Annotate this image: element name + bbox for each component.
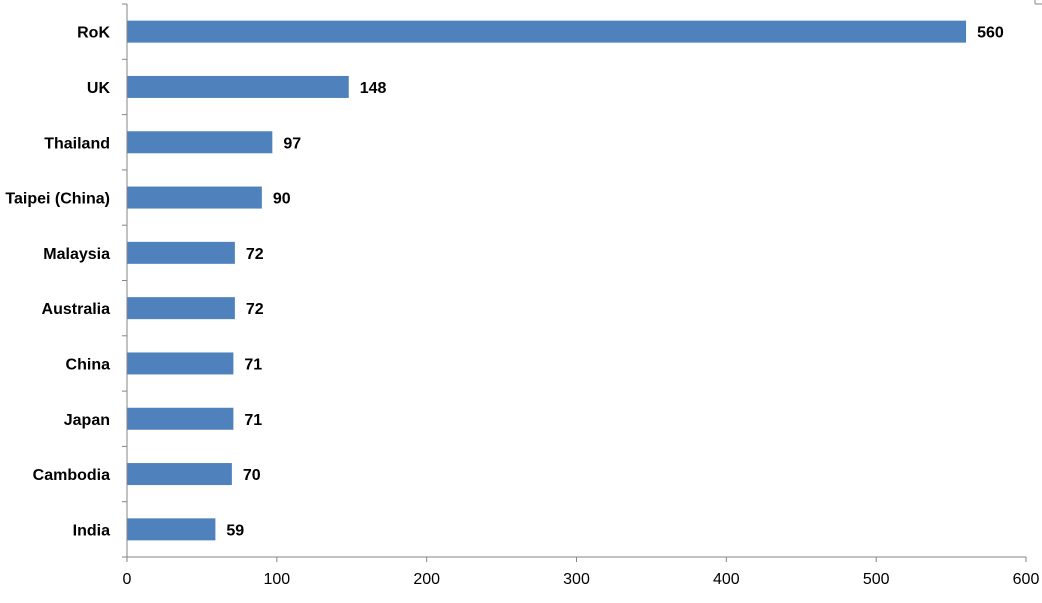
bar <box>127 297 235 320</box>
value-labels: 560 148 97 90 72 72 71 71 70 59 <box>226 25 1003 540</box>
category-label: Japan <box>64 412 110 429</box>
category-label: Taipei (China) <box>5 191 110 208</box>
x-tick-label: 600 <box>1013 571 1040 588</box>
bar <box>127 75 349 98</box>
category-labels: RoK UK Thailand Taipei (China) Malaysia Austr… <box>5 25 110 540</box>
x-tick-label: 200 <box>413 571 440 588</box>
category-label: Malaysia <box>43 246 110 263</box>
bar <box>127 463 232 486</box>
x-tick-labels: 0 100 200 300 400 500 600 <box>123 571 1040 588</box>
chart-border-corner <box>1034 0 1042 5</box>
data-label: 72 <box>246 301 264 318</box>
x-axis <box>126 556 1027 562</box>
data-label: 560 <box>977 25 1004 42</box>
bars-group <box>127 20 967 541</box>
data-label: 71 <box>244 356 262 373</box>
x-tick-label: 300 <box>563 571 590 588</box>
data-label: 72 <box>246 246 264 263</box>
data-label: 59 <box>226 522 244 539</box>
bar <box>127 20 967 43</box>
data-label: 90 <box>273 191 291 208</box>
x-tick-label: 0 <box>123 571 132 588</box>
data-label: 97 <box>283 135 301 152</box>
data-label: 148 <box>360 80 387 97</box>
category-label: UK <box>87 80 111 97</box>
data-label: 71 <box>244 412 262 429</box>
category-label: Cambodia <box>33 467 110 484</box>
bar <box>127 186 262 209</box>
bar <box>127 131 273 154</box>
x-tick-label: 100 <box>263 571 290 588</box>
data-label: 70 <box>243 467 261 484</box>
plot-area <box>1034 0 1042 5</box>
x-tick-label: 400 <box>713 571 740 588</box>
bar <box>127 352 234 375</box>
category-label: RoK <box>77 25 110 42</box>
x-tick-label: 500 <box>863 571 890 588</box>
bar <box>127 241 235 264</box>
category-label: India <box>73 522 110 539</box>
category-label: Thailand <box>44 135 110 152</box>
category-label: China <box>66 356 111 373</box>
y-axis <box>122 3 128 558</box>
category-label: Australia <box>42 301 111 318</box>
bar <box>127 407 234 430</box>
bar <box>127 518 216 541</box>
